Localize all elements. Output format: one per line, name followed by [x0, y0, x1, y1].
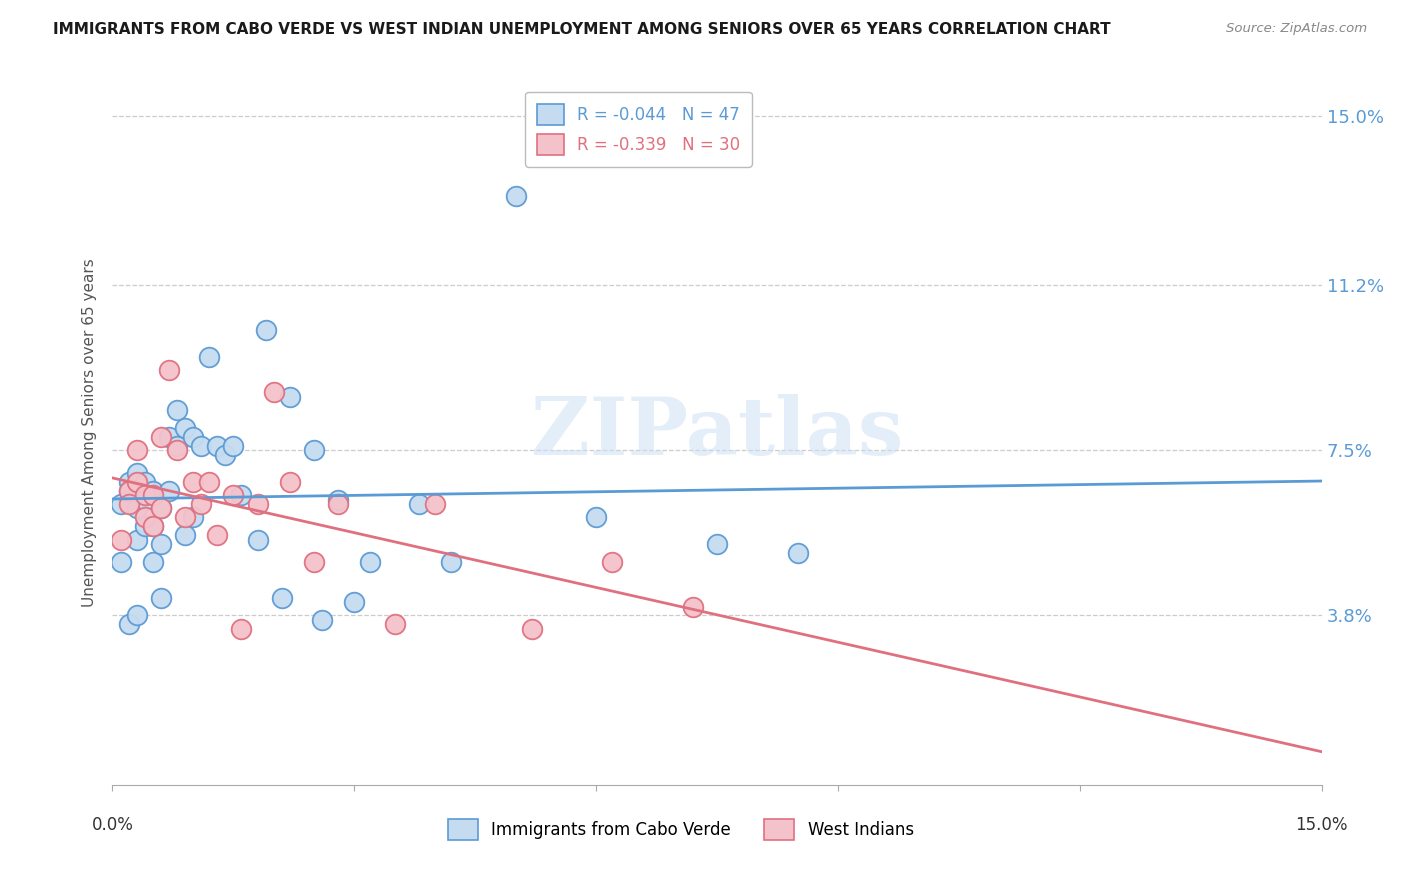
- Point: [142, 519, 165, 533]
- Point: [149, 591, 172, 605]
- Point: [181, 510, 204, 524]
- Point: [198, 350, 221, 364]
- Point: [125, 608, 148, 623]
- Point: [246, 533, 269, 547]
- Point: [302, 443, 325, 458]
- Point: [174, 510, 197, 524]
- Point: [311, 613, 333, 627]
- Point: [222, 439, 245, 453]
- Point: [505, 189, 527, 203]
- Y-axis label: Unemployment Among Seniors over 65 years: Unemployment Among Seniors over 65 years: [82, 259, 97, 607]
- Point: [207, 439, 229, 453]
- Point: [149, 501, 172, 516]
- Point: [142, 488, 165, 502]
- Point: [134, 519, 156, 533]
- Point: [174, 421, 197, 435]
- Point: [117, 475, 139, 489]
- Point: [270, 591, 292, 605]
- Point: [198, 475, 221, 489]
- Point: [600, 555, 623, 569]
- Point: [149, 537, 172, 551]
- Point: [142, 555, 165, 569]
- Point: [384, 617, 406, 632]
- Point: [190, 497, 212, 511]
- Point: [149, 430, 172, 444]
- Point: [214, 448, 236, 462]
- Text: IMMIGRANTS FROM CABO VERDE VS WEST INDIAN UNEMPLOYMENT AMONG SENIORS OVER 65 YEA: IMMIGRANTS FROM CABO VERDE VS WEST INDIA…: [53, 22, 1111, 37]
- Point: [149, 501, 172, 516]
- Point: [166, 443, 188, 458]
- Point: [166, 403, 188, 417]
- Point: [278, 390, 301, 404]
- Point: [302, 555, 325, 569]
- Point: [117, 617, 139, 632]
- Point: [125, 466, 148, 480]
- Point: [157, 483, 180, 498]
- Point: [157, 430, 180, 444]
- Point: [423, 497, 446, 511]
- Point: [440, 555, 463, 569]
- Point: [231, 622, 253, 636]
- Point: [117, 497, 139, 511]
- Text: Source: ZipAtlas.com: Source: ZipAtlas.com: [1226, 22, 1367, 36]
- Point: [125, 501, 148, 516]
- Point: [181, 475, 204, 489]
- Point: [207, 528, 229, 542]
- Point: [786, 546, 808, 560]
- Point: [222, 488, 245, 502]
- Point: [166, 439, 188, 453]
- Point: [359, 555, 381, 569]
- Point: [125, 533, 148, 547]
- Point: [157, 363, 180, 377]
- Point: [125, 443, 148, 458]
- Point: [110, 497, 132, 511]
- Legend: Immigrants from Cabo Verde, West Indians: Immigrants from Cabo Verde, West Indians: [441, 813, 921, 847]
- Point: [190, 439, 212, 453]
- Point: [110, 555, 132, 569]
- Text: ZIPatlas: ZIPatlas: [531, 393, 903, 472]
- Text: 15.0%: 15.0%: [1295, 816, 1348, 834]
- Point: [682, 599, 704, 614]
- Point: [231, 488, 253, 502]
- Point: [142, 519, 165, 533]
- Point: [174, 528, 197, 542]
- Point: [134, 492, 156, 507]
- Text: 0.0%: 0.0%: [91, 816, 134, 834]
- Point: [278, 475, 301, 489]
- Point: [134, 475, 156, 489]
- Point: [125, 475, 148, 489]
- Point: [328, 492, 350, 507]
- Point: [142, 483, 165, 498]
- Point: [110, 533, 132, 547]
- Point: [254, 323, 277, 337]
- Point: [263, 385, 285, 400]
- Point: [134, 510, 156, 524]
- Point: [520, 622, 543, 636]
- Point: [328, 497, 350, 511]
- Point: [117, 483, 139, 498]
- Point: [408, 497, 430, 511]
- Point: [706, 537, 728, 551]
- Point: [246, 497, 269, 511]
- Point: [117, 483, 139, 498]
- Point: [585, 510, 607, 524]
- Point: [134, 488, 156, 502]
- Point: [343, 595, 366, 609]
- Point: [181, 430, 204, 444]
